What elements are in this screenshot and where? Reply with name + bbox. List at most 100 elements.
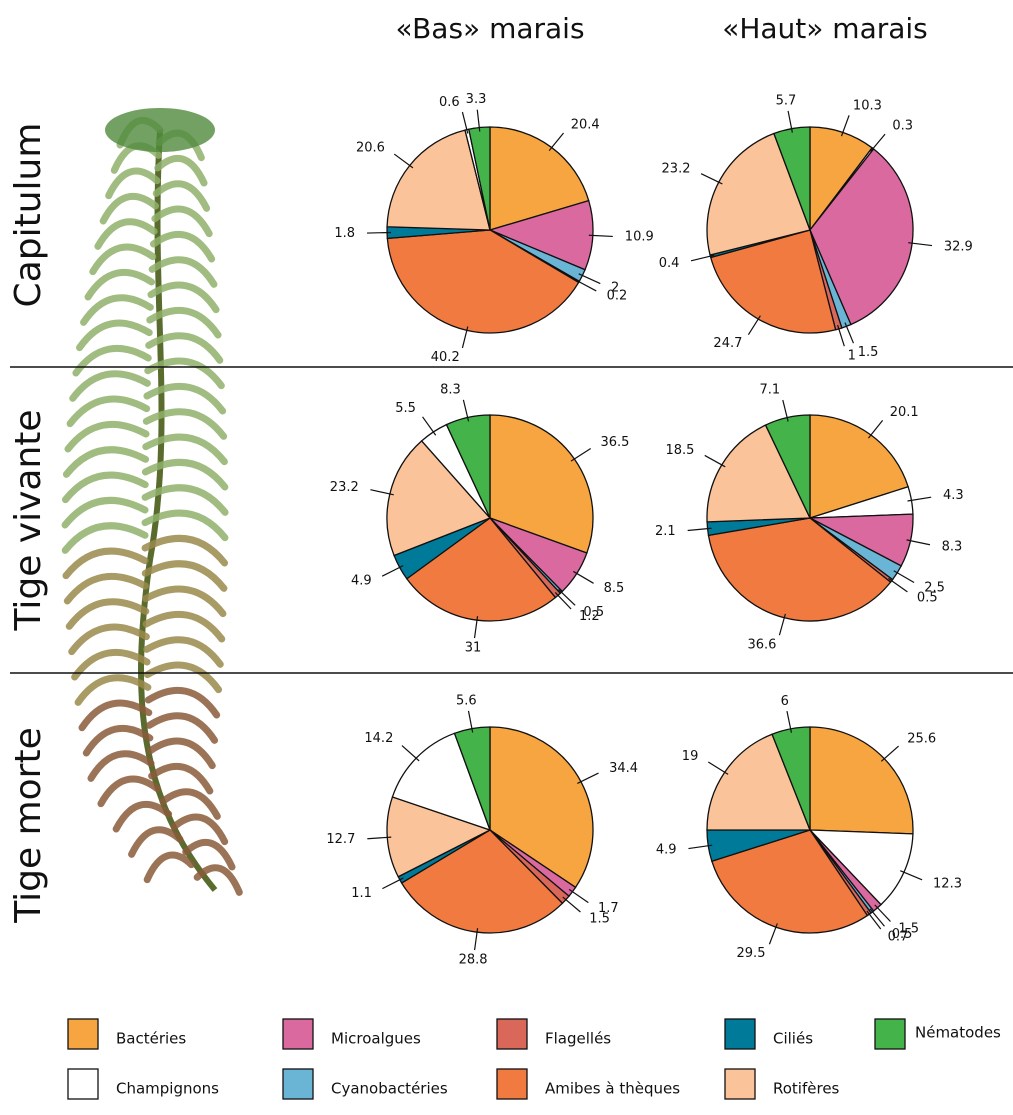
plant-illustration: [61, 108, 243, 896]
plant-leaf: [193, 864, 243, 896]
plant-leaf: [78, 699, 153, 732]
data-label: 2: [611, 281, 619, 296]
column-title: «Bas» marais: [395, 12, 584, 45]
plant-leaf: [61, 471, 149, 504]
plant-leaf: [65, 598, 150, 630]
plant-leaf: [72, 344, 152, 377]
plant-leaf: [141, 560, 228, 592]
data-label: 0.3: [892, 119, 913, 134]
leader-line: [888, 577, 908, 593]
plant-leaf: [68, 623, 150, 656]
plant-leaf: [142, 585, 227, 618]
legend-label: Champignons: [116, 1080, 219, 1098]
legend-swatch: [496, 1068, 528, 1100]
leader-line: [588, 234, 613, 238]
legend-label: Rotifères: [773, 1080, 840, 1098]
plant-leaf: [142, 610, 226, 643]
legend-swatch: [282, 1018, 314, 1050]
plant-leaf: [76, 319, 153, 352]
data-label: 4.9: [656, 843, 677, 858]
leader-line: [704, 454, 726, 468]
plant-leaf: [149, 231, 216, 263]
leader-line: [558, 589, 576, 606]
plant-leaf: [146, 306, 222, 339]
plant-leaf: [74, 674, 152, 706]
leader-line: [382, 877, 404, 890]
data-label: 29.5: [737, 946, 766, 961]
data-label: 36.6: [747, 637, 776, 652]
data-label: 28.8: [459, 952, 488, 967]
leader-line: [401, 745, 420, 762]
plant-leaf: [61, 496, 149, 529]
plant-leaf: [141, 458, 229, 491]
legend-swatch: [724, 1068, 756, 1100]
leader-line: [908, 242, 933, 247]
leader-line: [367, 836, 392, 840]
legend-swatch: [67, 1018, 99, 1050]
leader-line: [907, 496, 932, 502]
plant-leaf: [154, 155, 208, 187]
leader-line: [573, 570, 594, 584]
plant-leaf: [63, 572, 149, 605]
plant-leaf: [145, 712, 219, 744]
data-label: 0.5: [892, 927, 913, 942]
data-label: 19: [682, 749, 699, 764]
plant-leaf: [99, 193, 160, 225]
plant-leaf: [143, 661, 223, 694]
data-label: 0.4: [659, 256, 680, 271]
data-label: 20.1: [890, 405, 919, 420]
data-label: 1.5: [898, 922, 919, 937]
data-label: 1.2: [579, 609, 600, 624]
leader-line: [874, 904, 891, 922]
leader-line: [577, 772, 599, 784]
leader-line: [844, 322, 855, 344]
plant-leaf: [61, 522, 149, 554]
leader-line: [393, 153, 414, 169]
data-label: 12.3: [933, 876, 962, 891]
plant-leaf: [170, 813, 229, 846]
plant-leaf: [146, 737, 216, 770]
leader-line: [869, 133, 886, 152]
data-label: 1.8: [334, 226, 355, 241]
data-label: 12.7: [326, 832, 355, 847]
data-label: 34.4: [609, 761, 638, 776]
data-label: 0.6: [439, 95, 460, 110]
plant-leaf: [148, 763, 214, 795]
leader-line: [700, 173, 723, 185]
plant-leaf: [147, 281, 220, 314]
data-label: 31: [465, 640, 482, 655]
leader-line: [562, 896, 581, 913]
plant-leaf: [145, 332, 224, 364]
data-label: 4.3: [943, 488, 964, 503]
plant-leaf: [80, 294, 154, 326]
plant-leaf: [66, 395, 151, 428]
plant-leaf: [112, 801, 173, 833]
leader-line: [548, 132, 565, 152]
pie-slice: [809, 726, 914, 835]
leader-line: [462, 399, 470, 422]
data-label: 3.3: [466, 92, 487, 107]
leader-line: [787, 110, 793, 133]
legend-label: Amibes à thèques: [545, 1080, 680, 1098]
leader-line: [768, 923, 778, 945]
leader-line: [461, 111, 469, 134]
plant-leaf: [152, 180, 211, 212]
plant-leaf: [159, 788, 221, 820]
data-label: 32.9: [944, 239, 973, 254]
data-label: 25.6: [907, 732, 936, 747]
data-label: 1: [848, 348, 856, 363]
leader-line: [568, 888, 589, 904]
legend-label: Cyanobactéries: [331, 1080, 448, 1098]
leader-line: [866, 910, 882, 930]
data-label: 36.5: [600, 435, 629, 450]
leader-line: [381, 565, 404, 577]
plant-leaf: [89, 243, 157, 276]
leader-line: [782, 399, 789, 422]
data-label: 0.5: [917, 590, 938, 605]
plant-leaf: [144, 686, 221, 719]
plant-leaf: [148, 256, 218, 288]
data-label: 14.2: [364, 731, 393, 746]
plant-leaf: [64, 420, 150, 453]
